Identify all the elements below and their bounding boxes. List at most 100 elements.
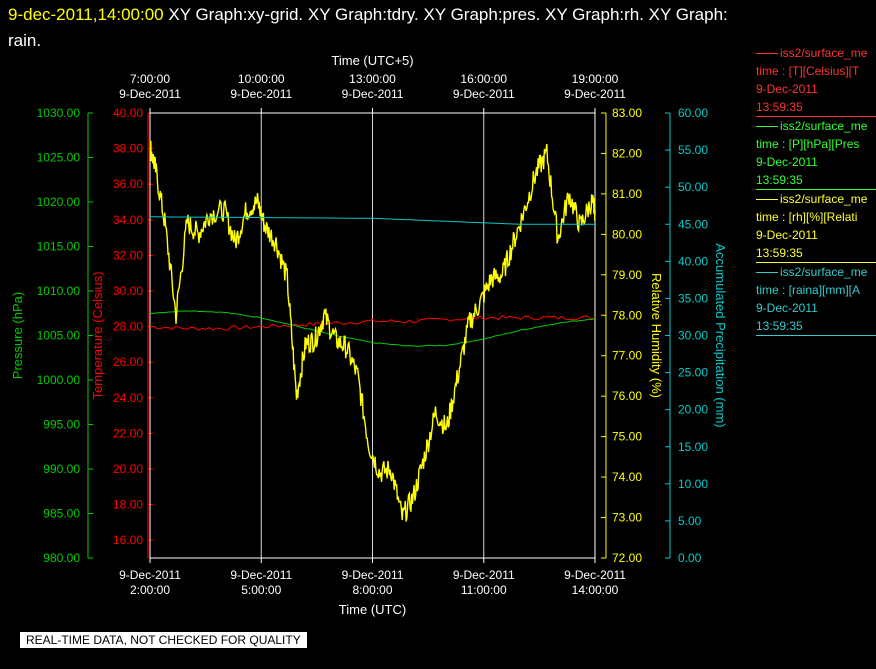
legend-swatch: [756, 53, 778, 55]
legend-date: 9-Dec-2011: [756, 301, 818, 315]
pressure-tick-label: 1020.00: [37, 195, 81, 209]
series-line-pressure: [149, 310, 596, 347]
temperature-tick-label: 32.00: [113, 248, 143, 262]
legend-swatch: [756, 272, 778, 274]
humidity-tick-label: 83.00: [612, 106, 642, 120]
legend-field: time : [P][hPa][Pres: [756, 137, 860, 151]
x-top-tick-label-time: 19:00:00: [572, 72, 619, 86]
humidity-tick-label: 78.00: [612, 308, 642, 322]
page-header: 9-dec-2011,14:00:00 XY Graph:xy-grid. XY…: [8, 2, 858, 54]
legend-series: iss2/surface_me: [756, 44, 876, 62]
humidity-tick-label: 80.00: [612, 227, 642, 241]
temperature-tick-label: 18.00: [113, 498, 143, 512]
x-tick-label-date: 9-Dec-2011: [342, 568, 404, 582]
x-axis-label-top: Time (UTC+5): [331, 53, 413, 68]
temperature-tick-label: 22.00: [113, 426, 143, 440]
humidity-tick-label: 72.00: [612, 551, 642, 565]
pressure-axis-label: Pressure (hPa): [10, 292, 25, 379]
x-tick-label-date: 9-Dec-2011: [119, 568, 181, 582]
series-line-precip: [149, 216, 595, 225]
pressure-tick-label: 1015.00: [37, 240, 81, 254]
temperature-tick-label: 24.00: [113, 391, 143, 405]
pressure-tick-label: 1030.00: [37, 106, 81, 120]
temperature-tick-label: 36.00: [113, 177, 143, 191]
legend-time: 13:59:35: [756, 246, 803, 260]
precip-tick-label: 55.00: [678, 143, 708, 157]
humidity-tick-label: 81.00: [612, 187, 642, 201]
legend-series: iss2/surface_me: [756, 190, 876, 208]
precip-axis-label: Accumulated Precipitation (mm): [713, 243, 728, 427]
precip-tick-label: 30.00: [678, 329, 708, 343]
header-title-continued: rain.: [8, 31, 42, 50]
humidity-axis-label: Relative Humidity (%): [649, 273, 664, 398]
legend-field: time : [raina][mm][A: [756, 283, 861, 297]
precip-tick-label: 10.00: [678, 477, 708, 491]
temperature-tick-label: 28.00: [113, 320, 143, 334]
header-datetime: 9-dec-2011,14:00:00: [8, 5, 164, 24]
humidity-tick-label: 82.00: [612, 146, 642, 160]
legend: iss2/surface_me time : [T][Celsius][T 9-De…: [756, 44, 876, 336]
precip-tick-label: 15.00: [678, 440, 708, 454]
pressure-tick-label: 980.00: [43, 551, 80, 565]
temperature-tick-label: 16.00: [113, 533, 143, 547]
x-top-tick-label-time: 10:00:00: [238, 72, 285, 86]
legend-swatch: [756, 126, 778, 128]
legend-series: iss2/surface_me: [756, 117, 876, 135]
x-tick-label-date: 9-Dec-2011: [453, 568, 515, 582]
pressure-tick-label: 995.00: [43, 418, 80, 432]
precip-tick-label: 45.00: [678, 217, 708, 231]
x-tick-label-time: 5:00:00: [241, 583, 281, 597]
humidity-tick-label: 75.00: [612, 430, 642, 444]
legend-swatch: [756, 199, 778, 201]
pressure-tick-label: 990.00: [43, 462, 80, 476]
x-top-tick-label-date: 9-Dec-2011: [119, 87, 181, 101]
x-top-tick-label-time: 7:00:00: [130, 72, 170, 86]
temperature-tick-label: 30.00: [113, 284, 143, 298]
pressure-tick-label: 1010.00: [37, 284, 81, 298]
temperature-tick-label: 26.00: [113, 355, 143, 369]
x-axis-label-bottom: Time (UTC): [339, 602, 406, 617]
precip-tick-label: 35.00: [678, 291, 708, 305]
x-tick-label-time: 2:00:00: [130, 583, 170, 597]
legend-time: 13:59:35: [756, 173, 803, 187]
humidity-tick-label: 79.00: [612, 268, 642, 282]
temperature-tick-label: 40.00: [113, 106, 143, 120]
x-top-tick-label-date: 9-Dec-2011: [230, 87, 292, 101]
pressure-tick-label: 1005.00: [37, 329, 81, 343]
precip-tick-label: 5.00: [678, 514, 702, 528]
legend-field: time : [rh][%][Relati: [756, 210, 858, 224]
precip-tick-label: 60.00: [678, 106, 708, 120]
pressure-tick-label: 1000.00: [37, 373, 81, 387]
x-tick-label-time: 14:00:00: [572, 583, 619, 597]
temperature-axis-label: Temperature (Celsius): [90, 272, 105, 400]
humidity-tick-label: 77.00: [612, 349, 642, 363]
x-tick-label-date: 9-Dec-2011: [230, 568, 292, 582]
x-tick-label-time: 11:00:00: [461, 583, 507, 597]
precip-tick-label: 25.00: [678, 366, 708, 380]
x-top-tick-label-date: 9-Dec-2011: [564, 87, 626, 101]
temperature-tick-label: 34.00: [113, 213, 143, 227]
humidity-tick-label: 73.00: [612, 511, 642, 525]
x-top-tick-label-time: 13:00:00: [349, 72, 396, 86]
legend-field: time : [T][Celsius][T: [756, 64, 860, 78]
precip-tick-label: 0.00: [678, 551, 702, 565]
x-top-tick-label-date: 9-Dec-2011: [453, 87, 515, 101]
legend-date: 9-Dec-2011: [756, 82, 818, 96]
pressure-tick-label: 985.00: [43, 507, 80, 521]
x-tick-label-time: 8:00:00: [352, 583, 392, 597]
legend-date: 9-Dec-2011: [756, 155, 818, 169]
legend-time: 13:59:35: [756, 100, 803, 114]
temperature-tick-label: 20.00: [113, 462, 143, 476]
legend-date: 9-Dec-2011: [756, 228, 818, 242]
humidity-tick-label: 76.00: [612, 389, 642, 403]
legend-series: iss2/surface_me: [756, 263, 876, 281]
x-top-tick-label-date: 9-Dec-2011: [342, 87, 404, 101]
humidity-tick-label: 74.00: [612, 470, 642, 484]
precip-tick-label: 20.00: [678, 403, 708, 417]
pressure-tick-label: 1025.00: [37, 151, 81, 165]
